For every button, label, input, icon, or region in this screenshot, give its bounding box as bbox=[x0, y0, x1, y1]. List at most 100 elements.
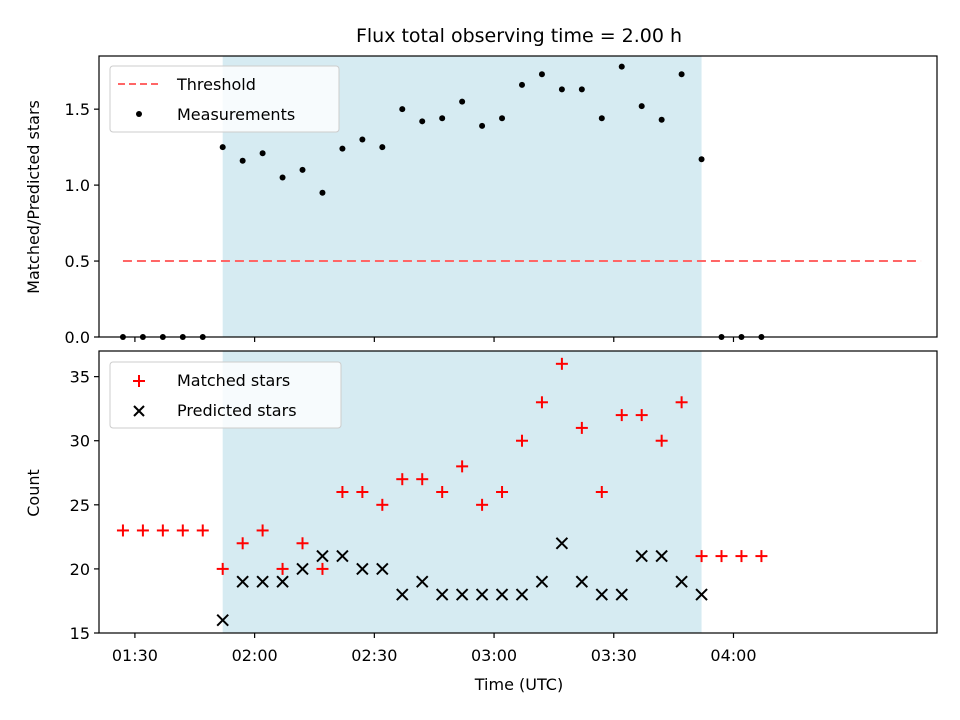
matched-stars-point bbox=[595, 486, 608, 498]
predicted-stars-point bbox=[435, 588, 449, 601]
predicted-stars-point bbox=[356, 562, 369, 576]
y-tick-label: 25 bbox=[70, 496, 90, 515]
measurement-point bbox=[538, 71, 545, 78]
predicted-stars-point bbox=[655, 549, 668, 563]
x-tick-label: 03:30 bbox=[591, 646, 637, 665]
y-tick-label: 35 bbox=[70, 368, 90, 387]
predicted-stars-point bbox=[515, 588, 529, 601]
top-panel-ticks: 0.0 0.5 1.0 1.5 bbox=[65, 100, 735, 347]
legend-matched-swatch bbox=[133, 375, 145, 387]
matched-stars-point bbox=[156, 524, 169, 537]
predicted-stars-point bbox=[396, 588, 409, 601]
measurement-point bbox=[598, 115, 605, 122]
y-tick-label: 20 bbox=[70, 560, 90, 579]
bottom-legend: Matched stars Predicted stars bbox=[109, 361, 342, 429]
matched-stars-point bbox=[396, 473, 409, 486]
predicted-stars-point bbox=[336, 549, 349, 563]
matched-stars-point bbox=[535, 396, 548, 409]
y-tick-label: 0.5 bbox=[65, 252, 90, 271]
matched-stars-point bbox=[356, 486, 369, 498]
predicted-stars-point bbox=[635, 549, 648, 563]
matched-stars-point bbox=[635, 409, 648, 422]
matched-stars-point bbox=[715, 550, 728, 563]
matched-stars-point bbox=[675, 396, 688, 409]
measurement-point bbox=[499, 115, 506, 122]
measurement-point bbox=[419, 118, 426, 125]
measurement-point bbox=[439, 115, 446, 122]
matched-stars-point bbox=[496, 486, 509, 498]
matched-stars-point bbox=[476, 498, 489, 511]
x-tick-label: 02:30 bbox=[351, 646, 397, 665]
matched-stars-point bbox=[276, 562, 289, 575]
y-tick-label: 30 bbox=[70, 432, 90, 451]
matched-stars-point bbox=[336, 486, 349, 498]
matched-stars-point bbox=[216, 562, 229, 575]
predicted-stars-point bbox=[376, 562, 389, 576]
predicted-stars-point bbox=[276, 575, 289, 588]
measurement-point bbox=[339, 145, 346, 152]
measurement-point bbox=[618, 63, 625, 70]
matched-stars-point bbox=[655, 434, 668, 447]
measurement-point bbox=[479, 122, 486, 129]
legend-threshold-label: Threshold bbox=[176, 75, 256, 94]
bottom-panel-frame bbox=[98, 350, 938, 634]
predicted-stars-point bbox=[595, 588, 609, 601]
measurement-point bbox=[259, 150, 266, 157]
bottom-panel: 15 20 25 30 35 01:30 02:00 02:30 03:00 03:30 04:00… bbox=[24, 350, 938, 694]
measurement-point bbox=[239, 157, 246, 164]
top-legend: Threshold Measurements bbox=[109, 65, 340, 133]
legend-measurements-label: Measurements bbox=[177, 105, 295, 124]
matched-stars-point bbox=[515, 434, 528, 447]
matched-stars-point bbox=[376, 498, 389, 511]
predicted-stars-point bbox=[416, 575, 429, 588]
predicted-stars-point bbox=[296, 562, 309, 576]
measurement-point bbox=[678, 71, 685, 78]
top-panel-marks bbox=[119, 63, 922, 340]
legend-predicted-label: Predicted stars bbox=[177, 401, 297, 420]
matched-stars-point bbox=[196, 524, 209, 537]
x-tick-label: 01:30 bbox=[112, 646, 158, 665]
predicted-stars-point bbox=[615, 588, 628, 601]
predicted-stars-point bbox=[675, 575, 688, 588]
top-legend-box bbox=[109, 65, 340, 133]
matched-stars-point bbox=[116, 524, 129, 537]
measurement-point bbox=[658, 116, 665, 123]
predicted-stars-point bbox=[236, 575, 249, 588]
matched-stars-point bbox=[695, 550, 708, 563]
predicted-stars-point bbox=[695, 588, 708, 601]
matched-stars-point bbox=[296, 537, 309, 550]
matched-stars-point bbox=[236, 537, 249, 550]
measurement-point bbox=[698, 156, 705, 163]
measurement-point bbox=[319, 189, 326, 196]
matched-stars-point bbox=[436, 486, 449, 498]
predicted-stars-point bbox=[256, 575, 269, 588]
top-ylabel: Matched/Predicted stars bbox=[24, 100, 43, 294]
x-tick-label: 02:00 bbox=[232, 646, 278, 665]
predicted-stars-point bbox=[455, 588, 469, 601]
y-tick-label: 1.5 bbox=[65, 100, 90, 119]
bottom-panel-marks bbox=[116, 357, 768, 627]
measurement-point bbox=[299, 166, 306, 173]
predicted-stars-point bbox=[216, 613, 229, 627]
matched-stars-point bbox=[456, 460, 469, 473]
bottom-panel-ticks: 15 20 25 30 35 01:30 02:00 02:30 03:00 03:30 04:00 bbox=[70, 368, 757, 665]
measurement-point bbox=[359, 136, 366, 143]
x-tick-label: 04:00 bbox=[710, 646, 756, 665]
matched-stars-point bbox=[176, 524, 189, 537]
matched-stars-point bbox=[575, 421, 588, 434]
chart-title: Flux total observing time = 2.00 h bbox=[356, 25, 682, 47]
measurement-point bbox=[459, 98, 466, 105]
predicted-stars-point bbox=[535, 575, 549, 588]
legend-measurements-swatch bbox=[136, 111, 142, 117]
measurement-point bbox=[518, 81, 525, 88]
matched-stars-point bbox=[755, 550, 768, 563]
predicted-stars-point bbox=[575, 575, 589, 588]
predicted-stars-point bbox=[316, 549, 329, 563]
measurement-point bbox=[638, 103, 645, 110]
bottom-xlabel: Time (UTC) bbox=[474, 675, 563, 694]
top-panel: 0.0 0.5 1.0 1.5 Matched/Predicted stars Thr… bbox=[24, 55, 938, 347]
measurement-point bbox=[279, 174, 286, 181]
y-tick-label: 15 bbox=[70, 624, 90, 643]
predicted-stars-point bbox=[495, 588, 509, 601]
legend-predicted-swatch bbox=[133, 405, 145, 417]
